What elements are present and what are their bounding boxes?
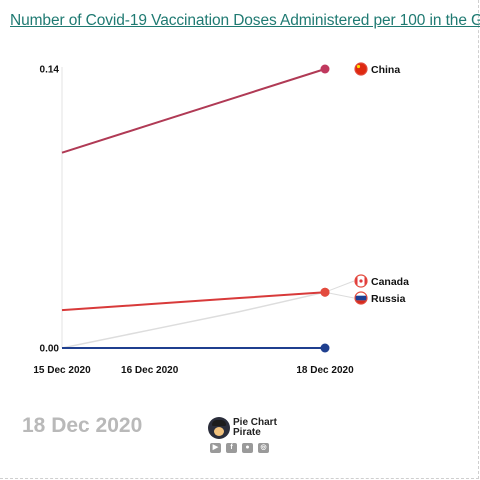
pirate-logo-icon	[208, 417, 230, 439]
x-tick-label: 18 Dec 2020	[296, 365, 354, 376]
series-label: Russia	[371, 293, 406, 305]
brand-name: Pie Chart Pirate	[233, 417, 277, 438]
series-label: China	[371, 64, 400, 76]
social-icons: ▶ f ● ◎	[210, 443, 269, 453]
instagram-icon[interactable]: ◎	[258, 443, 269, 453]
reddit-icon[interactable]: ●	[242, 443, 253, 453]
china-flag-icon	[354, 62, 368, 76]
x-tick-label: 15 Dec 2020	[33, 365, 91, 376]
brand-badge: Pie Chart Pirate ▶ f ● ◎	[208, 415, 298, 459]
label-leader-line	[324, 291, 355, 299]
series-end-point	[320, 343, 330, 353]
series-line	[61, 68, 326, 154]
canada-flag-icon	[354, 274, 368, 288]
x-tick-label: 16 Dec 2020	[121, 365, 179, 376]
y-tick-label: 0.14	[40, 65, 60, 76]
series-label: Canada	[371, 276, 409, 288]
date-stamp: 18 Dec 2020	[22, 414, 143, 437]
series-line	[61, 291, 326, 312]
chart-title: Number of Covid-19 Vaccination Doses Adm…	[10, 12, 480, 29]
youtube-icon[interactable]: ▶	[210, 443, 221, 453]
series-line	[61, 291, 326, 349]
label-leader-line	[324, 280, 355, 293]
y-tick-label: 0.00	[40, 344, 60, 355]
facebook-icon[interactable]: f	[226, 443, 237, 453]
russia-flag-icon	[354, 291, 368, 305]
series-end-point	[320, 64, 330, 74]
series-end-point	[320, 287, 330, 297]
